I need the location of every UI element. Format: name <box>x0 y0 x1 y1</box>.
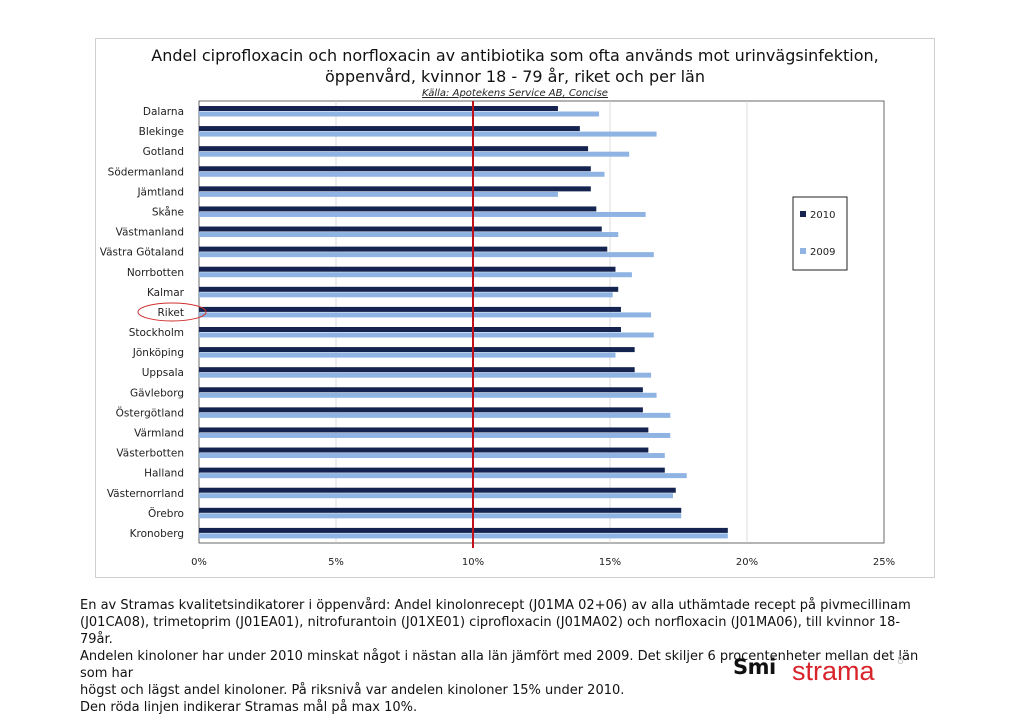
bar-2010 <box>199 347 635 353</box>
bar-2010 <box>199 407 643 413</box>
bar-2009 <box>199 151 630 157</box>
bar-2010 <box>199 367 635 373</box>
category-label: Västmanland <box>116 227 184 239</box>
bar-2010 <box>199 427 649 433</box>
x-tick-label: 5% <box>328 557 344 568</box>
bar-2009 <box>199 232 619 238</box>
chart-title-line2: öppenvård, kvinnor 18 - 79 år, riket och… <box>325 67 705 86</box>
bar-2009 <box>199 252 654 258</box>
bar-2010 <box>199 527 728 533</box>
smi-logo: Smi <box>733 655 776 679</box>
bar-2010 <box>199 266 616 272</box>
legend-swatch-2010 <box>800 211 806 217</box>
category-label: Södermanland <box>108 166 184 178</box>
category-label: Jämtland <box>136 186 184 198</box>
bar-2009 <box>199 312 652 318</box>
category-label: Gotland <box>143 146 184 158</box>
x-tick-label: 20% <box>736 557 758 568</box>
chart-source: Källa: Apotekens Service AB, Concise <box>422 88 608 99</box>
strama-logo: strama <box>792 656 875 686</box>
bar-2009 <box>199 111 600 117</box>
bar-2010 <box>199 206 597 212</box>
bar-2010 <box>199 106 558 111</box>
bar-2009 <box>199 432 671 438</box>
category-label: Riket <box>158 307 185 319</box>
legend-label-2009: 2009 <box>810 247 835 258</box>
category-label: Jönköping <box>132 347 184 359</box>
caption-line-4: högst och lägst andel kinoloner. På riks… <box>80 683 625 698</box>
bar-2010 <box>199 126 580 132</box>
category-label: Västernorrland <box>107 488 184 500</box>
bar-2009 <box>199 171 605 177</box>
caption-line-1: En av Stramas kvalitetsindikatorer i öpp… <box>80 598 911 613</box>
category-label: Örebro <box>148 507 184 520</box>
bar-2009 <box>199 211 646 217</box>
plot-area <box>198 100 885 544</box>
bar-2010 <box>199 467 665 473</box>
chart-title-line1: Andel ciprofloxacin och norfloxacin av a… <box>151 46 879 65</box>
bar-2010 <box>199 146 589 152</box>
x-tick-label: 25% <box>873 557 895 568</box>
bar-2009 <box>199 493 674 499</box>
bar-2010 <box>199 507 682 513</box>
bar-2009 <box>199 292 613 298</box>
bar-2009 <box>199 473 687 479</box>
bar-2010 <box>199 166 591 172</box>
bar-2009 <box>199 453 665 459</box>
bar-2009 <box>199 392 657 398</box>
x-tick-label: 0% <box>191 557 207 568</box>
category-label: Uppsala <box>142 367 184 379</box>
category-label: Halland <box>144 468 184 480</box>
category-label: Stockholm <box>129 327 184 339</box>
bar-2009 <box>199 412 671 418</box>
bar-2009 <box>199 191 558 197</box>
category-label: Skåne <box>152 206 184 219</box>
category-label: Värmland <box>134 428 184 440</box>
x-tick-label: 15% <box>599 557 621 568</box>
category-label: Dalarna <box>143 106 184 118</box>
legend-swatch-2009 <box>800 248 806 254</box>
category-label: Blekinge <box>139 126 184 138</box>
bar-2010 <box>199 306 621 312</box>
x-tick-label: 10% <box>462 557 484 568</box>
category-label: Västerbotten <box>116 448 184 460</box>
category-label: Östergötland <box>116 406 184 419</box>
legend-box <box>792 196 848 271</box>
bar-2010 <box>199 286 619 292</box>
caption-line-2: (J01CA08), trimetoprim (J01EA01), nitrof… <box>80 615 901 647</box>
category-label: Västra Götaland <box>100 247 184 259</box>
bar-2009 <box>199 533 728 539</box>
bar-2010 <box>199 447 649 453</box>
category-label: Norrbotten <box>127 267 184 279</box>
chart-frame <box>95 38 935 578</box>
category-label: Kronoberg <box>130 528 184 540</box>
chart-title: Andel ciprofloxacin och norfloxacin av a… <box>95 45 935 87</box>
bar-2009 <box>199 352 616 358</box>
bar-2010 <box>199 246 608 252</box>
bar-2010 <box>199 327 621 332</box>
bar-2009 <box>199 513 682 519</box>
category-label: Gävleborg <box>130 387 184 399</box>
bar-2010 <box>199 226 602 232</box>
page-number: 8 <box>897 654 904 667</box>
bar-2010 <box>199 186 591 192</box>
caption-line-5: Den röda linjen indikerar Stramas mål på… <box>80 700 418 715</box>
legend-label-2010: 2010 <box>810 210 835 221</box>
bar-2010 <box>199 487 676 493</box>
bar-2010 <box>199 387 643 393</box>
bar-2009 <box>199 332 654 338</box>
bar-2009 <box>199 272 632 278</box>
bar-2009 <box>199 131 657 137</box>
caption: En av Stramas kvalitetsindikatorer i öpp… <box>80 597 930 716</box>
riket-highlight-ellipse <box>137 302 207 322</box>
bar-2009 <box>199 372 652 378</box>
caption-line-3: Andelen kinoloner har under 2010 minskat… <box>80 649 919 681</box>
category-label: Kalmar <box>147 287 185 299</box>
